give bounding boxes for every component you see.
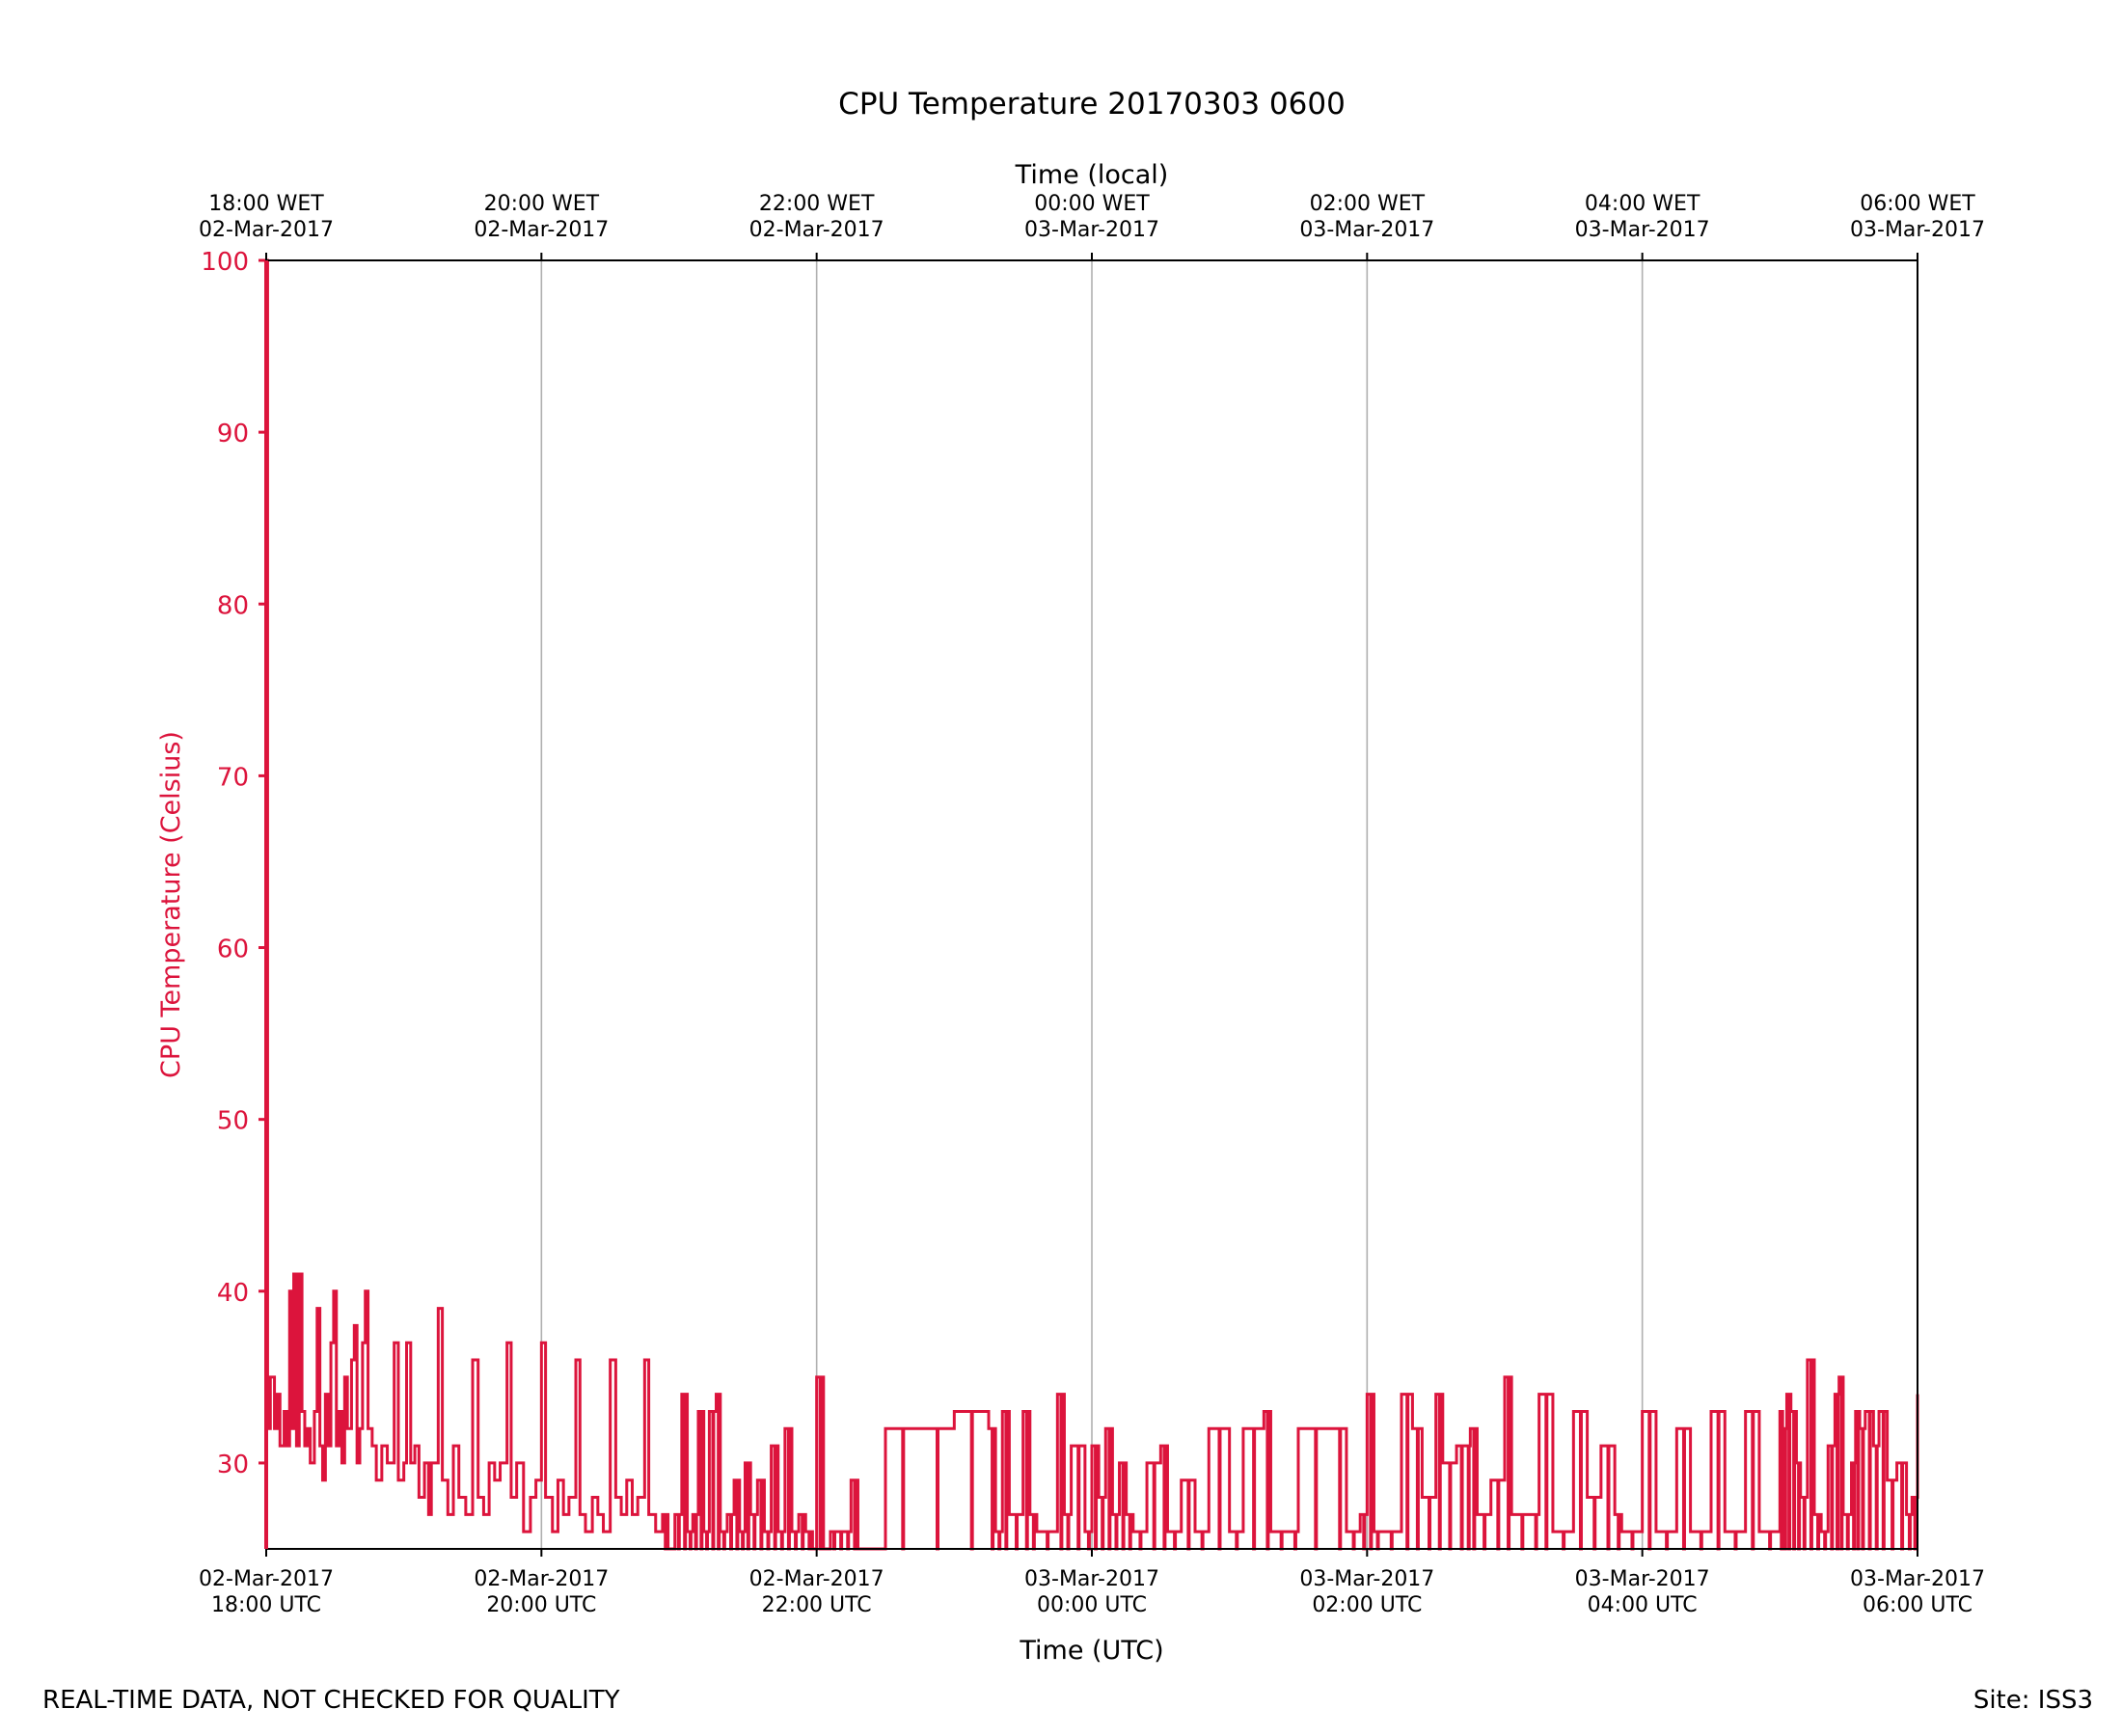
- top-tick-label-date: 02-Mar-2017: [749, 218, 884, 242]
- top-tick-label-time: 22:00 WET: [759, 192, 875, 216]
- y-tick-label: 70: [217, 763, 249, 792]
- top-tick-label-date: 02-Mar-2017: [199, 218, 334, 242]
- top-tick-label-date: 03-Mar-2017: [1575, 218, 1710, 242]
- y-tick-label: 80: [217, 591, 249, 620]
- y-tick-label: 60: [217, 936, 249, 964]
- x-tick-label-date: 03-Mar-2017: [1299, 1567, 1434, 1591]
- quality-disclaimer: REAL-TIME DATA, NOT CHECKED FOR QUALITY: [42, 1686, 620, 1715]
- x-tick-label-date: 02-Mar-2017: [199, 1567, 334, 1591]
- top-tick-label-time: 00:00 WET: [1034, 192, 1150, 216]
- x-tick-label-time: 04:00 UTC: [1588, 1593, 1698, 1617]
- chart-title: CPU Temperature 20170303 0600: [838, 87, 1346, 122]
- top-tick-label-time: 04:00 WET: [1585, 192, 1700, 216]
- x-tick-label-time: 22:00 UTC: [762, 1593, 872, 1617]
- x-tick-label-time: 00:00 UTC: [1037, 1593, 1147, 1617]
- y-tick-label: 30: [217, 1451, 249, 1479]
- y-tick-label: 90: [217, 420, 249, 448]
- x-tick-label-date: 03-Mar-2017: [1850, 1567, 1985, 1591]
- x-tick-label-date: 02-Mar-2017: [749, 1567, 884, 1591]
- x-tick-label-time: 02:00 UTC: [1312, 1593, 1422, 1617]
- y-tick-label: 100: [201, 248, 249, 277]
- top-tick-label-time: 20:00 WET: [484, 192, 600, 216]
- top-tick-label-date: 03-Mar-2017: [1299, 218, 1434, 242]
- x-axis-bottom-label: Time (UTC): [1019, 1636, 1163, 1666]
- x-tick-label-date: 02-Mar-2017: [474, 1567, 609, 1591]
- x-tick-label-time: 20:00 UTC: [486, 1593, 596, 1617]
- y-tick-label: 40: [217, 1279, 249, 1308]
- top-tick-label-time: 06:00 WET: [1860, 192, 1975, 216]
- top-tick-label-date: 03-Mar-2017: [1850, 218, 1985, 242]
- x-axis-top-label: Time (local): [1015, 160, 1169, 190]
- top-tick-label-time: 18:00 WET: [208, 192, 324, 216]
- site-label: Site: ISS3: [1972, 1686, 2093, 1715]
- x-tick-label-date: 03-Mar-2017: [1575, 1567, 1710, 1591]
- x-tick-label-date: 03-Mar-2017: [1024, 1567, 1159, 1591]
- x-tick-label-time: 18:00 UTC: [211, 1593, 321, 1617]
- top-tick-label-time: 02:00 WET: [1310, 192, 1426, 216]
- top-tick-label-date: 03-Mar-2017: [1024, 218, 1159, 242]
- x-tick-label-time: 06:00 UTC: [1863, 1593, 1972, 1617]
- y-axis-label: CPU Temperature (Celsius): [156, 731, 186, 1078]
- y-tick-label: 50: [217, 1107, 249, 1136]
- top-tick-label-date: 02-Mar-2017: [474, 218, 609, 242]
